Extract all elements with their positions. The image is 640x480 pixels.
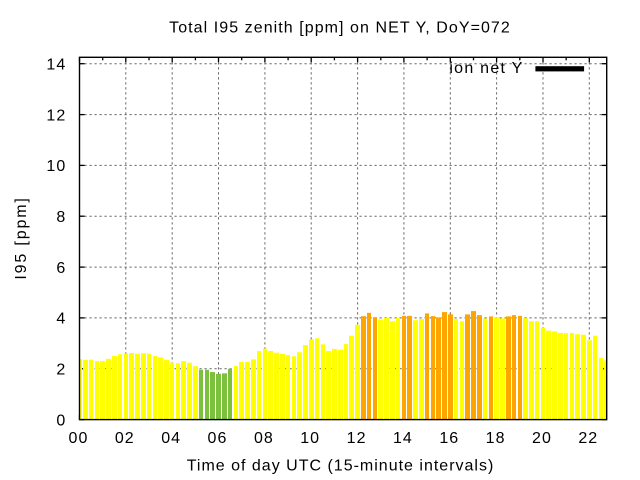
- svg-text:8: 8: [56, 209, 66, 226]
- svg-text:Time of day UTC (15-minute int: Time of day UTC (15-minute intervals): [187, 458, 495, 475]
- svg-text:Total I95 zenith [ppm] on NET: Total I95 zenith [ppm] on NET Y, DoY=072: [169, 20, 511, 37]
- svg-text:04: 04: [161, 430, 181, 447]
- svg-text:6: 6: [56, 260, 66, 277]
- svg-text:20: 20: [532, 430, 552, 447]
- svg-text:02: 02: [115, 430, 135, 447]
- svg-text:14: 14: [46, 56, 66, 73]
- svg-text:10: 10: [46, 158, 66, 175]
- svg-text:I95 [ppm]: I95 [ppm]: [13, 196, 30, 279]
- svg-text:14: 14: [393, 430, 413, 447]
- svg-text:4: 4: [56, 311, 66, 328]
- svg-text:12: 12: [347, 430, 367, 447]
- svg-text:12: 12: [46, 107, 66, 124]
- svg-text:18: 18: [486, 430, 506, 447]
- svg-text:16: 16: [439, 430, 459, 447]
- svg-text:22: 22: [578, 430, 598, 447]
- svg-text:2: 2: [56, 362, 66, 379]
- svg-text:08: 08: [254, 430, 274, 447]
- svg-text:00: 00: [69, 430, 89, 447]
- svg-text:10: 10: [300, 430, 320, 447]
- svg-text:0: 0: [56, 412, 66, 429]
- svg-text:06: 06: [208, 430, 228, 447]
- svg-text:ion net Y: ion net Y: [449, 60, 523, 77]
